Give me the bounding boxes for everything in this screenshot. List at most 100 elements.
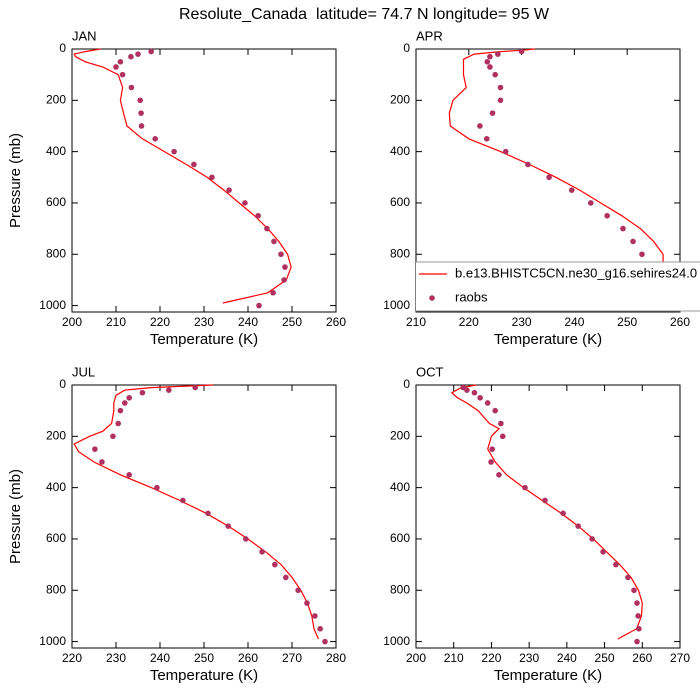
raob-point [492,71,499,78]
raob-point [495,51,501,57]
x-tick-label: 250 [282,315,302,329]
x-tick-label: 220 [150,315,170,329]
raob-point [255,212,261,219]
x-tick-label: 220 [481,651,501,665]
raob-point [636,625,642,632]
legend-label: b.e13.BHISTC5CN.ne30_g16.sehires24.0 [455,265,697,280]
x-tick-label: 220 [459,315,479,329]
panel-title: APR [416,28,443,43]
raob-point [630,238,636,245]
raob-point [180,497,186,504]
raob-point [122,400,128,406]
raob-point [139,389,146,396]
y-tick-label: 800 [390,582,410,596]
raob-point [225,523,231,529]
y-tick-label: 800 [46,246,66,260]
x-tick-label: 240 [564,315,584,329]
raob-point [135,51,141,57]
raob-point [209,174,215,181]
raob-point [278,251,284,258]
raob-point [620,225,626,232]
raob-point [484,400,491,406]
raob-point [312,613,318,619]
raob-point [283,574,289,581]
y-tick-label: 600 [390,531,410,545]
raob-point [492,407,499,414]
x-tick-label: 200 [406,651,426,665]
y-tick-label: 200 [46,428,66,442]
x-tick-label: 210 [444,651,464,665]
y-tick-label: 600 [46,531,66,545]
y-tick-label: 1000 [39,634,66,648]
y-tick-label: 0 [59,41,66,55]
raob-point [634,638,640,645]
x-tick-label: 210 [406,315,426,329]
raob-point [483,136,490,142]
raob-point [117,59,124,65]
raob-point [259,548,265,555]
raob-point [119,71,126,78]
x-tick-label: 270 [282,651,302,665]
legend-marker [429,295,435,301]
raob-point [92,446,98,452]
raob-point [589,536,595,542]
raob-point [281,277,287,283]
y-tick-label: 800 [390,246,410,260]
x-axis-label: Temperature (K) [494,667,602,684]
raob-point [154,484,160,491]
raob-point [498,420,504,427]
x-tick-label: 250 [595,651,615,665]
raob-point [560,510,566,517]
y-tick-label: 600 [390,195,410,209]
raob-point [126,395,132,401]
y-tick-label: 400 [46,144,66,158]
y-tick-label: 0 [403,377,410,391]
raob-point [152,136,158,142]
raob-point [635,613,641,619]
raob-point [477,395,483,401]
x-axis-label: Temperature (K) [494,331,602,348]
raob-point [191,161,197,168]
raob-point [322,638,328,645]
raob-point [471,389,478,396]
plot-frame [415,384,681,649]
legend-label: raobs [455,289,488,304]
raob-point [304,600,310,606]
raob-point [113,64,119,70]
raob-point [546,174,552,181]
y-tick-label: 400 [46,480,66,494]
x-axis-label: Temperature (K) [150,331,258,348]
x-axis-label: Temperature (K) [150,667,258,684]
raob-point [497,97,504,104]
raob-point [587,200,594,206]
x-tick-label: 230 [512,315,532,329]
raob-point [282,264,288,270]
y-tick-label: 200 [46,92,66,106]
raob-point [487,53,493,60]
raob-point [568,187,575,193]
raob-point [631,587,637,594]
raob-point [487,64,493,70]
x-tick-label: 230 [194,315,214,329]
raob-point [477,123,483,129]
raob-point [489,446,495,452]
panel-title: JUL [72,364,95,379]
raob-point [604,212,610,219]
raob-point [499,433,506,440]
plot-frame [71,48,337,313]
raob-point [138,123,145,129]
raob-point [126,472,132,478]
x-tick-label: 240 [150,651,170,665]
y-tick-label: 0 [403,41,410,55]
x-tick-label: 260 [326,315,346,329]
model-line [73,48,292,304]
legend-box [416,262,700,311]
raob-point [171,148,177,155]
x-tick-label: 220 [62,651,82,665]
model-line [448,48,664,304]
y-tick-label: 400 [390,480,410,494]
y-tick-label: 200 [390,428,410,442]
model-line [73,384,319,640]
raob-point [464,387,470,393]
raob-point [264,225,270,232]
